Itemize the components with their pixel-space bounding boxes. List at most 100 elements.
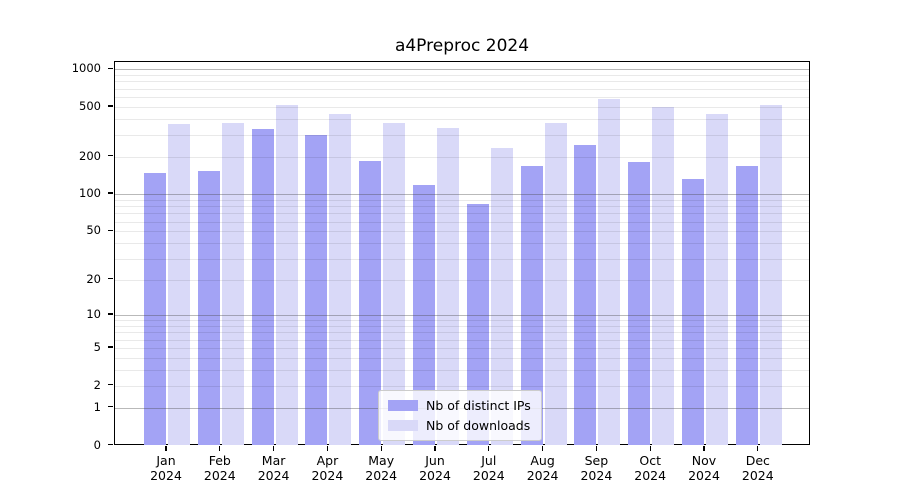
y-tick-mark: [108, 383, 113, 386]
y-tick-mark: [108, 67, 113, 69]
gridline-minor: [114, 75, 809, 77]
gridline-minor: [114, 258, 809, 260]
x-tick-label: Nov 2024: [688, 452, 720, 484]
gridline-minor: [114, 156, 809, 158]
gridline-minor: [114, 347, 809, 349]
y-tick-label: 1: [93, 399, 101, 414]
gridline-minor: [114, 370, 809, 371]
x-tick-mark: [326, 445, 329, 451]
x-tick-label: Jun 2024: [419, 452, 451, 484]
bar-distinct-ips-jan: [144, 173, 166, 446]
bar-downloads-mar: [275, 105, 298, 446]
x-tick-mark: [165, 445, 167, 451]
x-tick-mark: [703, 445, 705, 451]
y-tick-label: 100: [79, 186, 101, 201]
bar-distinct-ips-jul: [466, 204, 489, 446]
y-tick-mark: [108, 155, 113, 157]
gridline-minor: [114, 385, 809, 387]
x-tick-label: Apr 2024: [311, 452, 344, 484]
y-tick-label: 20: [86, 271, 101, 286]
legend-label-distinct-ips: Nb of distinct IPs: [426, 398, 531, 413]
legend-entry-distinct-ips: Nb of distinct IPs: [388, 397, 531, 414]
bar-downloads-jul: [490, 148, 513, 446]
x-tick-label: Dec 2024: [741, 452, 774, 484]
bar-distinct-ips-sep: [574, 145, 597, 446]
y-tick-label: 1000: [71, 61, 101, 76]
x-tick-label: Feb 2024: [203, 452, 236, 484]
y-tick-mark: [108, 278, 113, 280]
gridline-minor: [114, 106, 809, 108]
bar-downloads-jun: [437, 127, 459, 446]
bar-downloads-nov: [706, 113, 728, 446]
y-tick-mark: [108, 105, 113, 107]
gridline-minor: [114, 221, 809, 223]
y-tick-label: 2: [93, 377, 101, 392]
y-tick-label: 0: [93, 437, 101, 452]
gridline-major: [114, 194, 809, 196]
gridline-major: [114, 69, 809, 71]
gridline-minor: [114, 97, 809, 99]
bar-distinct-ips-nov: [682, 179, 704, 446]
gridline-minor: [114, 81, 809, 83]
y-tick-mark: [108, 406, 113, 408]
gridline-minor: [114, 279, 809, 281]
y-tick-label: 200: [79, 148, 101, 163]
bar-distinct-ips-dec: [735, 165, 758, 446]
gridline-minor: [114, 332, 809, 334]
gridline-minor: [114, 206, 809, 208]
bar-downloads-jan: [168, 123, 190, 446]
gridline-minor: [114, 119, 809, 121]
y-tick-mark: [108, 346, 113, 348]
legend-entry-downloads: Nb of downloads: [388, 417, 531, 434]
legend-swatch-distinct-ips: [388, 400, 418, 411]
bar-downloads-may: [383, 122, 406, 446]
bar-downloads-apr: [329, 114, 352, 446]
y-tick-mark: [108, 313, 113, 315]
x-tick-label: May 2024: [365, 452, 398, 484]
chart-title: a4Preproc 2024: [394, 36, 530, 56]
y-tick-mark: [108, 229, 113, 232]
bar-downloads-aug: [544, 122, 567, 446]
x-tick-mark: [757, 445, 759, 451]
bar-distinct-ips-oct: [628, 161, 651, 446]
x-tick-label: Jan 2024: [150, 452, 182, 484]
gridline-major: [114, 314, 809, 316]
bar-downloads-sep: [598, 99, 621, 446]
bar-distinct-ips-feb: [197, 170, 220, 446]
bar-distinct-ips-may: [359, 160, 382, 446]
gridline-minor: [114, 199, 809, 201]
gridline-minor: [114, 339, 809, 341]
plot-area: [113, 60, 810, 446]
gridline-minor: [114, 243, 809, 245]
x-tick-mark: [595, 445, 598, 451]
x-tick-mark: [488, 445, 490, 451]
legend-swatch-downloads: [388, 420, 418, 431]
y-tick-label: 10: [86, 306, 101, 321]
bar-downloads-feb: [221, 122, 244, 446]
gridline-minor: [114, 88, 809, 90]
y-tick-mark: [108, 192, 113, 194]
bar-distinct-ips-apr: [305, 135, 328, 446]
bar-distinct-ips-aug: [520, 165, 543, 446]
x-tick-mark: [219, 445, 221, 451]
gridline-minor: [114, 213, 809, 215]
bar-downloads-oct: [652, 106, 675, 446]
x-tick-mark: [380, 445, 382, 451]
x-tick-label: Sep 2024: [580, 452, 613, 484]
x-tick-mark: [649, 445, 651, 451]
gridline-minor: [114, 320, 809, 322]
y-tick-mark: [108, 443, 113, 446]
gridline-minor: [114, 231, 809, 233]
bar-distinct-ips-mar: [251, 129, 274, 446]
bar-distinct-ips-jun: [413, 185, 435, 446]
gridline-minor: [114, 325, 809, 327]
gridline-minor: [114, 134, 809, 136]
y-tick-label: 5: [93, 339, 101, 354]
legend: Nb of distinct IPs Nb of downloads: [378, 390, 542, 441]
x-tick-label: Aug 2024: [526, 452, 559, 484]
y-tick-label: 500: [79, 98, 101, 113]
x-tick-label: Oct 2024: [634, 452, 667, 484]
x-tick-label: Jul 2024: [472, 452, 505, 484]
legend-label-downloads: Nb of downloads: [426, 418, 531, 433]
